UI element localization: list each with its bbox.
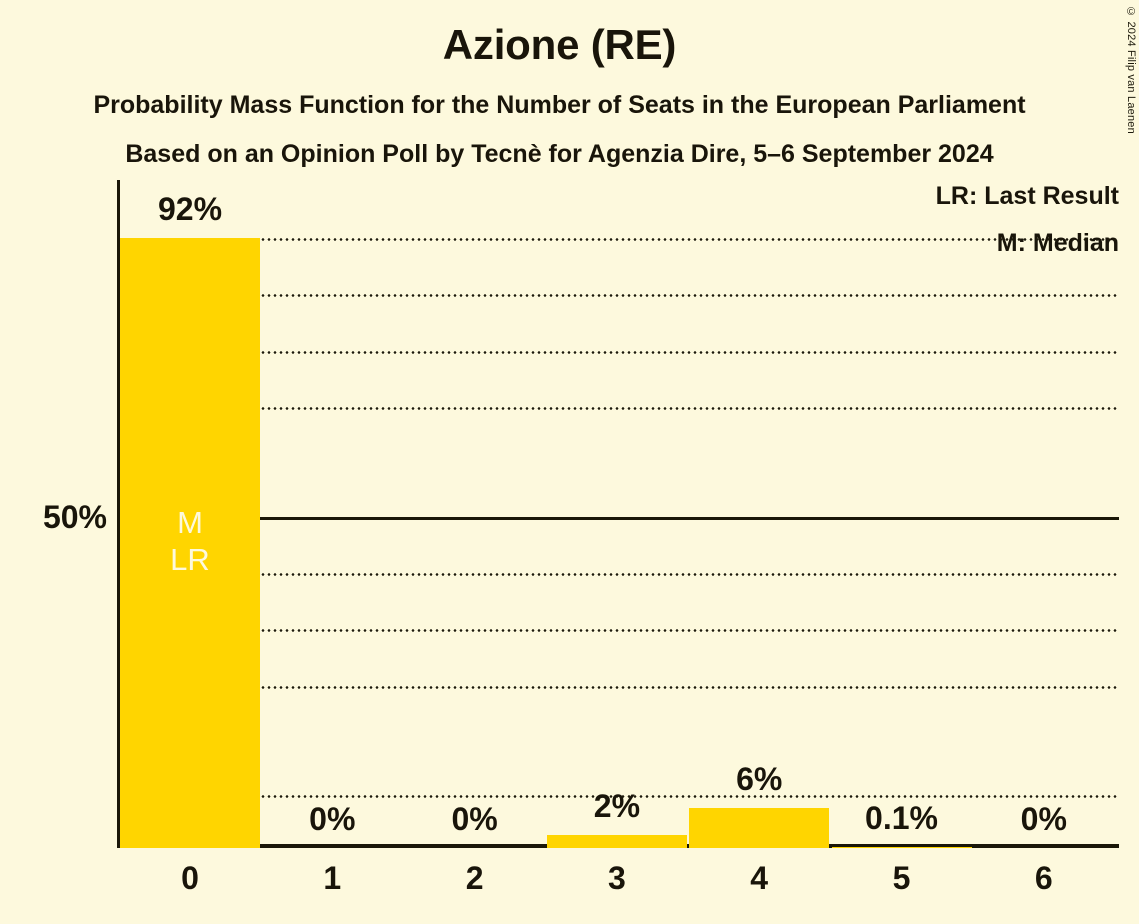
bar-value-label-0: 92% [157, 191, 223, 228]
bar-marker-last-result: LR [170, 541, 210, 577]
chart-source-line: Based on an Opinion Poll by Tecnè for Ag… [125, 140, 994, 168]
bar-value-label-2: 0% [451, 801, 498, 837]
bar-value-label-5: 0.1% [865, 800, 938, 837]
gridline [260, 629, 1119, 633]
gridline [260, 407, 1119, 411]
page-title: Azione (RE) [442, 21, 677, 68]
bar-seats-5[interactable] [831, 846, 972, 848]
gridline [260, 238, 1119, 242]
chart-title-block: Azione (RE) Probability Mass Function fo… [0, 0, 1119, 167]
plot-area: 50% M LR 92% 0% 0% 2% 6% 0.1% 0% [43, 180, 1119, 848]
x-axis-tick-1: 1 [323, 860, 342, 896]
x-axis-tick-4: 4 [750, 860, 769, 896]
chart-subtitle: Probability Mass Function for the Number… [93, 91, 1026, 119]
legend-item-median: M: Median [996, 229, 1119, 257]
bar-value-label-4: 6% [736, 761, 783, 798]
gridline-median-50 [260, 516, 1119, 520]
bar-value-label-1: 0% [309, 801, 356, 837]
gridline [260, 294, 1119, 298]
chart-legend: LR: Last Result M: Median [936, 184, 1119, 256]
y-axis-line [117, 180, 120, 848]
bar-marker-median: M [177, 505, 203, 541]
x-axis-tick-5: 5 [892, 860, 911, 896]
x-axis-tick-6: 6 [1034, 860, 1053, 896]
bar-value-label-6: 0% [1020, 801, 1067, 837]
bar-seats-4[interactable] [689, 808, 830, 848]
x-axis-tick-3: 3 [607, 860, 626, 896]
bar-value-label-3: 2% [593, 787, 641, 824]
bar-seats-3[interactable] [546, 834, 687, 848]
gridline [260, 794, 1119, 798]
gridline [260, 350, 1119, 354]
x-axis-tick-0: 0 [181, 860, 199, 896]
bar-seats-0[interactable]: M LR [120, 238, 260, 848]
copyright-notice: © 2024 Filip van Laenen [1125, 6, 1137, 134]
gridline [260, 572, 1119, 576]
x-axis-tick-2: 2 [465, 860, 484, 896]
gridline [260, 685, 1119, 689]
legend-item-last-result: LR: Last Result [935, 182, 1119, 210]
y-axis-tick-label: 50% [42, 498, 107, 535]
